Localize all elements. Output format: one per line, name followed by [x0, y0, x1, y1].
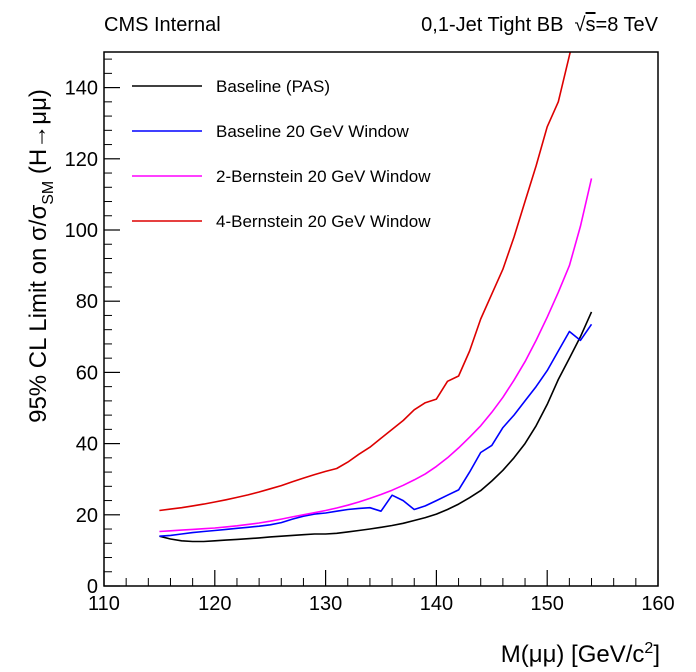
y-tick-label: 20 [76, 505, 98, 527]
x-tick-label: 110 [88, 593, 120, 615]
series-line-1 [159, 311, 593, 543]
selection-category: 0,1-Jet Tight BB [421, 14, 564, 36]
y-tick-label: 80 [76, 291, 98, 313]
y-tick-label: 100 [65, 220, 98, 242]
axis-ticks: 110 120 130 140 150 160 0 20 40 60 80 100 120 140 [65, 58, 675, 615]
experiment-label: CMS Internal [104, 14, 221, 36]
series-line-2 [159, 323, 593, 537]
x-tick-label: 120 [198, 593, 231, 615]
y-tick-label: 60 [76, 362, 98, 384]
series-layer [159, 52, 593, 543]
x-tick-label: 160 [641, 593, 674, 615]
legend-label: 4-Bernstein 20 GeV Window [216, 212, 431, 231]
x-tick-label: 130 [309, 593, 342, 615]
energy-value: =8 TeV [595, 14, 658, 36]
legend: Baseline (PAS) Baseline 20 GeV Window 2-Be… [132, 77, 431, 231]
x-tick-label: 150 [531, 593, 564, 615]
y-tick-label: 40 [76, 434, 98, 456]
plot-frame [103, 51, 659, 587]
legend-label: Baseline (PAS) [216, 77, 330, 96]
legend-label: Baseline 20 GeV Window [216, 122, 409, 141]
sqrt-s-symbol: s [585, 14, 596, 36]
y-tick-label: 0 [87, 576, 98, 598]
x-tick-label: 140 [420, 593, 453, 615]
y-tick-label: 120 [65, 149, 98, 171]
y-tick-label: 140 [65, 78, 98, 100]
series-line-3 [159, 178, 593, 533]
selection-label: 0,1-Jet Tight BB √s=8 TeV [421, 14, 658, 36]
series-line-4 [159, 52, 572, 512]
legend-label: 2-Bernstein 20 GeV Window [216, 167, 431, 186]
x-axis-title: M(μμ) [GeV/c2] [501, 640, 660, 668]
y-axis-title: 95% CL Limit on σ/σSM (H→μμ) [25, 89, 57, 423]
